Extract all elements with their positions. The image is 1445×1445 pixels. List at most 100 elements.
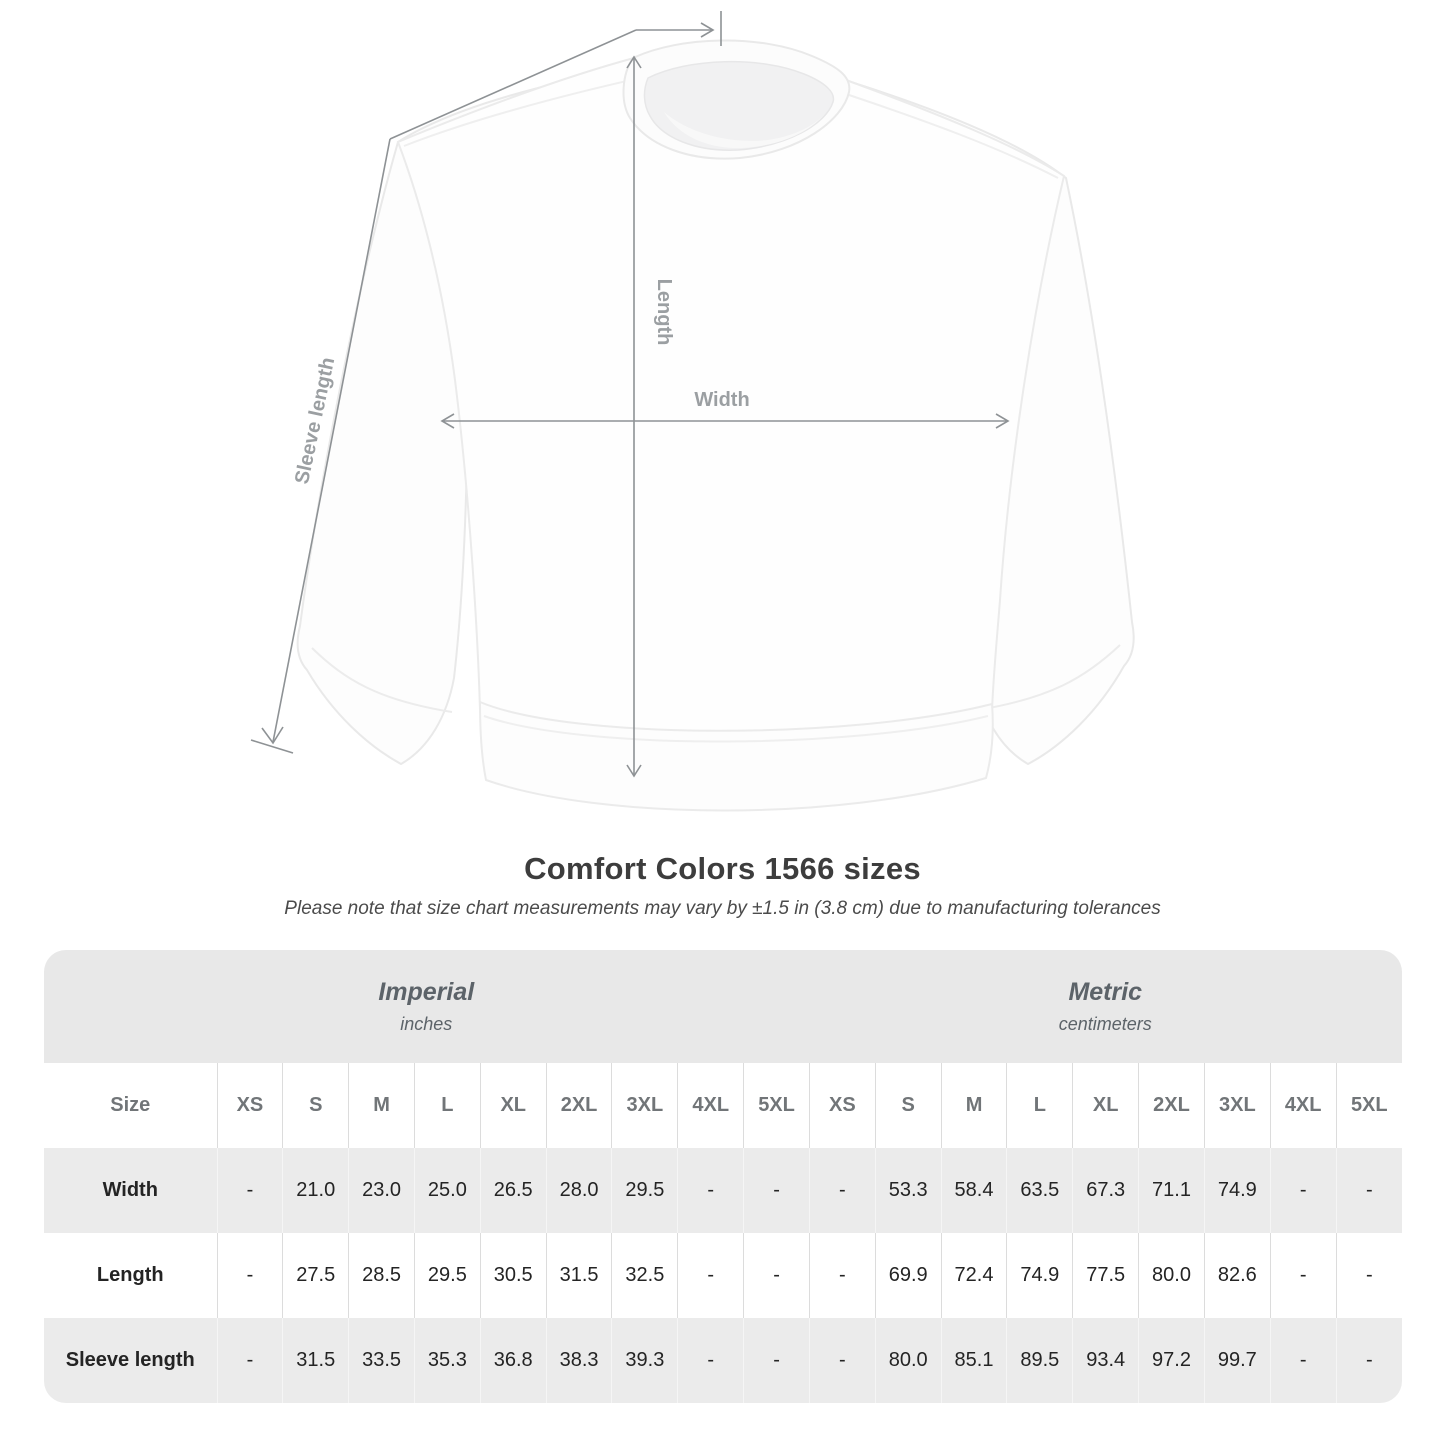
table-cell: - bbox=[1335, 1148, 1402, 1233]
metric-unit-label: centimeters bbox=[1058, 1014, 1152, 1034]
sweatshirt-graphic: Width Length Sleeve length bbox=[250, 11, 1135, 812]
table-cell: - bbox=[1269, 1148, 1337, 1233]
table-row: Width -21.0 23.0 25.0 26.5 28.0 29.5- - -53.3 58.… bbox=[44, 1148, 1402, 1233]
table-cell: 29.5 bbox=[413, 1233, 481, 1318]
table-body: Size XS S M L XL 2XL 3XL 4XL 5XL XS S M L XL 2XL 3XL 4XL 5… bbox=[44, 1063, 1402, 1403]
table-cell: - bbox=[216, 1233, 283, 1318]
measurement-lines bbox=[250, 11, 1010, 778]
table-cell: - bbox=[743, 1233, 810, 1318]
sweatshirt-measurement-diagram: Width Length Sleeve length bbox=[250, 11, 1135, 812]
waistband-seam bbox=[483, 715, 989, 743]
table-cell: - bbox=[1335, 1318, 1402, 1403]
length-arrowhead-up-icon bbox=[626, 55, 642, 69]
table-cell: 99.7 bbox=[1203, 1318, 1271, 1403]
size-header-label: Size bbox=[44, 1063, 217, 1148]
table-cell: - bbox=[808, 1233, 876, 1318]
size-column-header-imperial-4xl: 4XL bbox=[677, 1063, 744, 1148]
size-header-row: Size XS S M L XL 2XL 3XL 4XL 5XL XS S M L XL 2XL 3XL 4XL 5… bbox=[44, 1063, 1402, 1148]
table-cell: 33.5 bbox=[348, 1318, 415, 1403]
waistband bbox=[478, 700, 994, 812]
table-cell: 31.5 bbox=[545, 1233, 612, 1318]
table-cell: - bbox=[743, 1148, 810, 1233]
size-column-header-imperial-s: S bbox=[282, 1063, 349, 1148]
sleeve-diagonal-upper bbox=[389, 29, 637, 140]
row-label: Sleeve length bbox=[44, 1318, 217, 1403]
table-row: Sleeve length -31.5 33.5 35.3 36.8 38.3 39.3- -… bbox=[44, 1318, 1402, 1403]
left-shoulder-seam bbox=[403, 77, 641, 147]
table-cell: 67.3 bbox=[1072, 1148, 1139, 1233]
table-cell: 58.4 bbox=[940, 1148, 1007, 1233]
size-chart-table: Imperial inches Metric centimeters Size X… bbox=[44, 950, 1402, 1403]
table-cell: 27.5 bbox=[282, 1233, 349, 1318]
table-cell: 80.0 bbox=[874, 1318, 942, 1403]
table-cell: 35.3 bbox=[413, 1318, 481, 1403]
sleeve-arrowhead-right-icon bbox=[700, 22, 715, 38]
size-column-header-imperial-l: L bbox=[413, 1063, 481, 1148]
table-cell: 38.3 bbox=[545, 1318, 612, 1403]
table-cell: 39.3 bbox=[611, 1318, 678, 1403]
table-cell: 72.4 bbox=[940, 1233, 1007, 1318]
width-label: Width bbox=[694, 389, 749, 411]
right-shoulder-seam bbox=[839, 91, 1059, 179]
left-cuff-seam bbox=[311, 647, 453, 713]
size-column-header-metric-l: L bbox=[1006, 1063, 1073, 1148]
table-cell: 93.4 bbox=[1072, 1318, 1139, 1403]
size-column-header-metric-xs: XS bbox=[808, 1063, 876, 1148]
size-column-header-imperial-xl: XL bbox=[479, 1063, 547, 1148]
table-cell: - bbox=[677, 1233, 744, 1318]
sleeve-diagonal-lower bbox=[272, 138, 391, 743]
size-column-header-metric-m: M bbox=[940, 1063, 1007, 1148]
size-column-header-metric-xl: XL bbox=[1072, 1063, 1139, 1148]
table-cell: 31.5 bbox=[282, 1318, 349, 1403]
imperial-group-header: Imperial inches bbox=[44, 950, 809, 1063]
row-label: Length bbox=[44, 1233, 217, 1318]
table-cell: 36.8 bbox=[479, 1318, 547, 1403]
width-arrowhead-left-icon bbox=[440, 413, 455, 429]
collar-opening bbox=[643, 60, 835, 151]
table-cell: 28.5 bbox=[348, 1233, 415, 1318]
table-cell: 32.5 bbox=[611, 1233, 678, 1318]
table-cell: 23.0 bbox=[348, 1148, 415, 1233]
table-cell: - bbox=[808, 1148, 876, 1233]
unit-group-band: Imperial inches Metric centimeters bbox=[44, 950, 1402, 1063]
table-cell: - bbox=[677, 1148, 744, 1233]
sleeve-end-tick bbox=[250, 739, 294, 754]
table-cell: 77.5 bbox=[1072, 1233, 1139, 1318]
table-cell: 74.9 bbox=[1203, 1148, 1271, 1233]
table-cell: 82.6 bbox=[1203, 1233, 1271, 1318]
size-column-header-imperial-m: M bbox=[348, 1063, 415, 1148]
page-title: Comfort Colors 1566 sizes bbox=[524, 851, 921, 886]
table-cell: 80.0 bbox=[1138, 1233, 1205, 1318]
imperial-label: Imperial bbox=[378, 978, 475, 1006]
table-cell: 63.5 bbox=[1006, 1148, 1073, 1233]
size-column-header-metric-4xl: 4XL bbox=[1269, 1063, 1337, 1148]
size-column-header-imperial-5xl: 5XL bbox=[743, 1063, 810, 1148]
size-column-header-metric-2xl: 2XL bbox=[1138, 1063, 1205, 1148]
metric-label: Metric bbox=[1068, 978, 1143, 1006]
table-cell: 85.1 bbox=[940, 1318, 1007, 1403]
right-cuff-seam bbox=[977, 644, 1121, 711]
size-column-header-metric-5xl: 5XL bbox=[1335, 1063, 1402, 1148]
table-cell: - bbox=[743, 1318, 810, 1403]
size-column-header-imperial-xs: XS bbox=[216, 1063, 283, 1148]
table-cell: 69.9 bbox=[874, 1233, 942, 1318]
table-cell: 26.5 bbox=[479, 1148, 547, 1233]
table-cell: - bbox=[1269, 1318, 1337, 1403]
metric-group-header: Metric centimeters bbox=[809, 950, 1402, 1063]
table-cell: - bbox=[808, 1318, 876, 1403]
table-cell: 97.2 bbox=[1138, 1318, 1205, 1403]
table-cell: 74.9 bbox=[1006, 1233, 1073, 1318]
table-cell: 29.5 bbox=[611, 1148, 678, 1233]
size-column-header-imperial-3xl: 3XL bbox=[611, 1063, 678, 1148]
length-label: Length bbox=[653, 279, 675, 346]
table-cell: - bbox=[216, 1318, 283, 1403]
imperial-unit-label: inches bbox=[400, 1014, 453, 1034]
table-cell: 71.1 bbox=[1138, 1148, 1205, 1233]
measurements-table: Size XS S M L XL 2XL 3XL 4XL 5XL XS S M L XL 2XL 3XL 4XL 5… bbox=[44, 1063, 1402, 1403]
width-arrowhead-right-icon bbox=[995, 413, 1010, 429]
table-cell: 25.0 bbox=[413, 1148, 481, 1233]
sleeve-arrowhead-down-icon bbox=[261, 726, 284, 745]
table-cell: - bbox=[216, 1148, 283, 1233]
size-column-header-metric-s: S bbox=[874, 1063, 942, 1148]
length-arrowhead-down-icon bbox=[626, 764, 642, 778]
